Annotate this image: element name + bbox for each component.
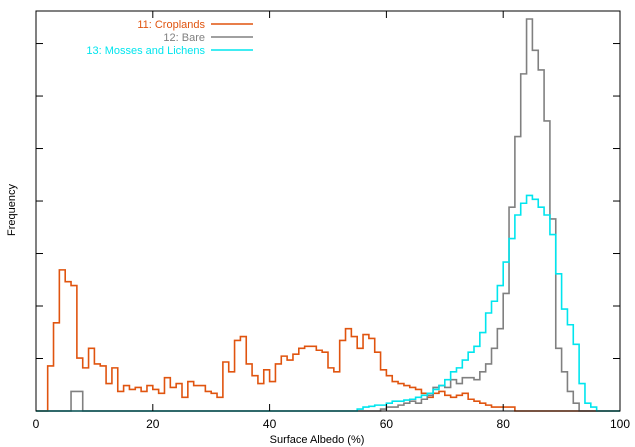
series-line-11 <box>36 269 620 412</box>
x-tick-label-80: 80 <box>497 417 511 431</box>
legend-label-13: 13: Mosses and Lichens <box>86 45 205 57</box>
axes-layer <box>35 10 621 412</box>
tick-layer: 0 20 40 60 80 100 <box>33 11 630 431</box>
plot-frame <box>35 10 621 412</box>
x-tick-label-60: 60 <box>380 417 394 431</box>
series-layer <box>36 18 620 412</box>
series-line-13 <box>36 194 620 412</box>
x-axis-label: Surface Albedo (%) <box>270 434 365 446</box>
x-tick-label-20: 20 <box>146 417 160 431</box>
legend-label-12: 12: Bare <box>163 32 205 44</box>
x-tick-label-0: 0 <box>33 417 40 431</box>
x-tick-label-40: 40 <box>263 417 277 431</box>
y-axis-label: Frequency <box>6 184 18 236</box>
x-tick-label-100: 100 <box>610 417 630 431</box>
legend-label-11: 11: Croplands <box>137 19 205 31</box>
